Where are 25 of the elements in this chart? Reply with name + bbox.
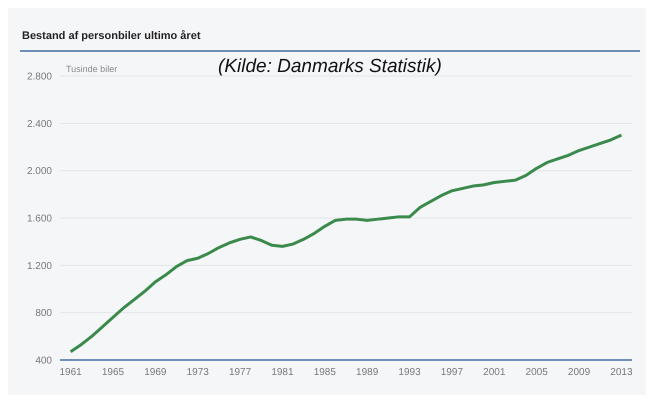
y-tick-label: 800: [35, 308, 52, 320]
x-tick-label: 2005: [526, 367, 548, 378]
x-tick-label: 2001: [483, 367, 506, 378]
x-tick-label: 1981: [271, 367, 294, 378]
y-axis-title: Tusinde biler: [66, 64, 118, 74]
y-tick-label: 400: [35, 356, 52, 367]
chart-title: Bestand af personbiler ultimo året: [22, 30, 200, 42]
x-tick-label: 2009: [568, 367, 591, 378]
y-tick-label: 2.800: [26, 72, 52, 83]
x-tick-label: 1977: [228, 367, 252, 378]
annotation: (Kilde: Danmarks Statistik): [218, 56, 442, 78]
x-tick-label: 1993: [398, 367, 422, 378]
x-tick-label: 2013: [610, 367, 633, 378]
x-tick-label: 1989: [356, 367, 379, 378]
y-tick-label: 1.600: [26, 214, 52, 225]
y-tick-label: 2.400: [26, 118, 52, 130]
y-tick-label: 1.200: [26, 260, 52, 272]
x-tick-label: 1985: [314, 367, 336, 378]
x-tick-label: 1969: [144, 367, 167, 378]
x-tick-label: 1997: [440, 367, 464, 378]
y-tick-label: 2.000: [26, 166, 52, 178]
line-series: [69, 134, 623, 354]
x-tick-label: 1965: [102, 367, 125, 378]
x-tick-label: 1973: [186, 367, 210, 378]
x-tick-label: 1961: [59, 367, 82, 378]
